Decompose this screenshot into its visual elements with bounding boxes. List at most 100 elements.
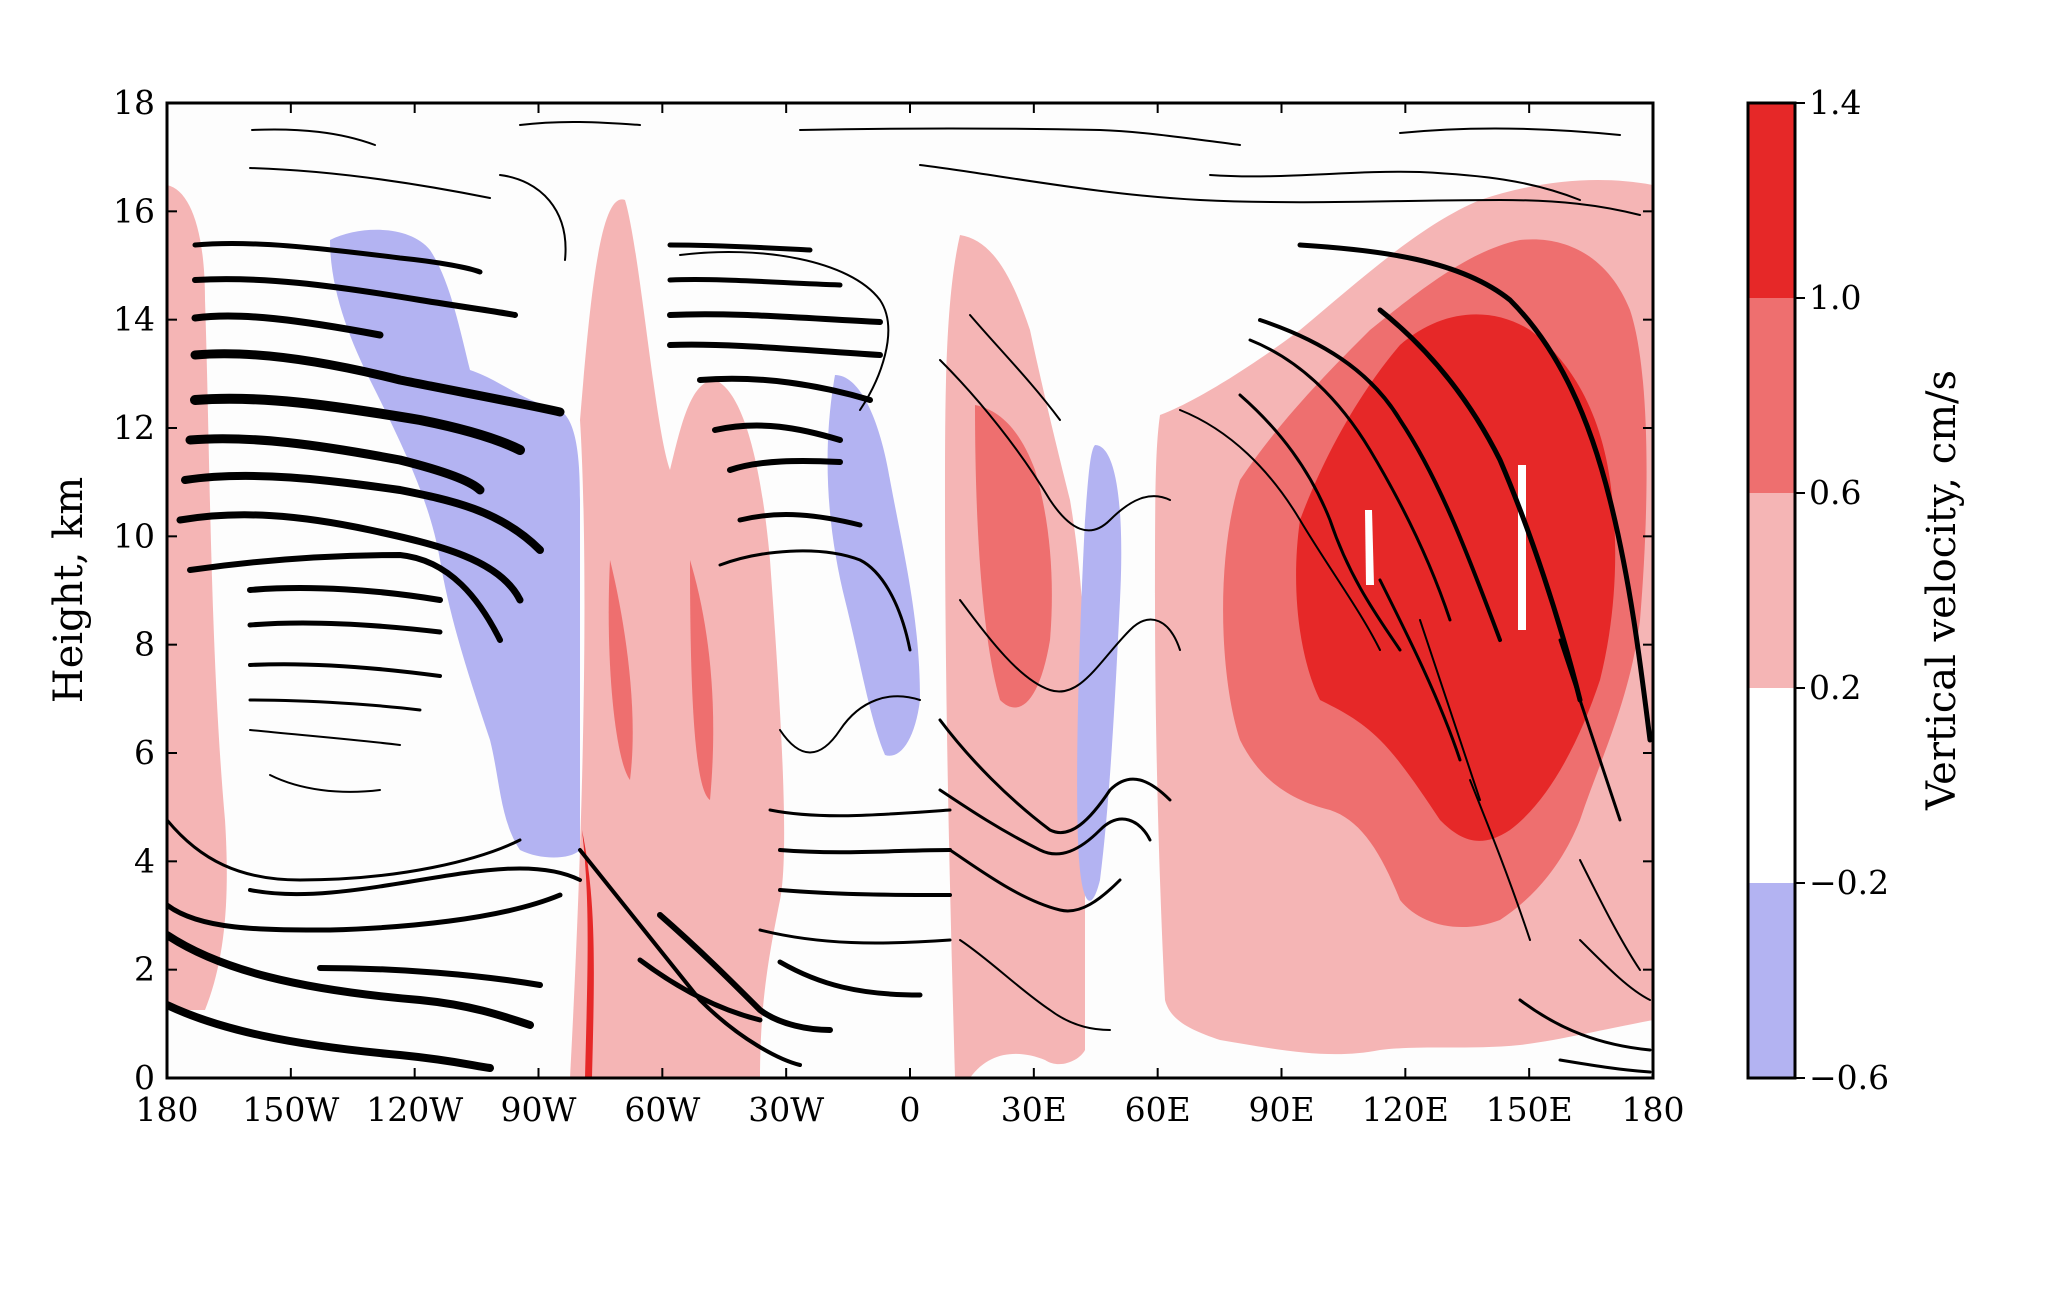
- colorbar-tick-label: 0.2: [1809, 668, 1861, 707]
- contour-hole: [1518, 465, 1526, 630]
- streamline: [657, 912, 833, 1033]
- colorbar-ticks: −0.6 −0.2 0.2 0.6 1.0 1.4: [1795, 83, 1889, 1097]
- contour-pos-mid: [608, 560, 633, 780]
- colorbar-bin-3: [1748, 493, 1795, 688]
- streamline: [1469, 779, 1531, 941]
- streamline: [768, 808, 952, 818]
- streamline: [727, 457, 843, 473]
- streamline: [1419, 619, 1481, 801]
- y-tick-label: 4: [134, 841, 155, 880]
- streamline: [718, 549, 912, 652]
- streamline: [919, 164, 1641, 216]
- streamline: [969, 314, 1061, 421]
- streamline: [1378, 578, 1462, 762]
- streamline: [187, 552, 503, 643]
- y-tick-label: 8: [134, 625, 155, 664]
- streamline: [959, 939, 1111, 1031]
- wind-streamlines: [167, 120, 1653, 1074]
- streamline: [799, 127, 1241, 146]
- x-tick-label: 60W: [624, 1090, 700, 1129]
- contour-neg: [827, 375, 920, 756]
- streamline: [938, 788, 1152, 856]
- y-tick-label: 2: [134, 950, 155, 989]
- contour-neg: [330, 229, 580, 858]
- streamline: [679, 251, 890, 411]
- streamline: [1238, 393, 1402, 652]
- streamline: [1248, 338, 1452, 622]
- colorbar-frame: [1746, 101, 1797, 1080]
- colorbar-tick-label: −0.2: [1809, 863, 1889, 902]
- colorbar-bin-4: [1748, 688, 1795, 883]
- streamline: [317, 965, 543, 988]
- streamline: [248, 698, 422, 712]
- x-tick-label: 60E: [1125, 1090, 1191, 1129]
- streamline: [959, 599, 1181, 693]
- streamline: [167, 1001, 494, 1072]
- x-tick-label: 120W: [366, 1090, 463, 1129]
- y-axis-label: Height, km: [46, 477, 92, 703]
- y-tick-label: 6: [134, 733, 155, 772]
- contour-hole: [1365, 510, 1374, 585]
- colorbar-tick-label: 0.6: [1809, 473, 1861, 512]
- streamline: [697, 375, 873, 403]
- x-tick-label: 90W: [501, 1090, 577, 1129]
- y-tick-label: 10: [113, 516, 155, 555]
- streamline: [249, 167, 491, 199]
- streamline: [249, 729, 401, 746]
- streamline: [247, 585, 443, 603]
- streamline: [778, 848, 952, 855]
- y-tick-label: 18: [113, 83, 155, 122]
- streamline: [1518, 998, 1652, 1052]
- streamline: [1258, 318, 1502, 642]
- contour-pos-low: [570, 199, 785, 1078]
- contour-pos-low: [167, 185, 227, 1010]
- x-tick-label: 150W: [242, 1090, 339, 1129]
- y-tick-label: 16: [113, 191, 155, 230]
- x-tick-label: 90E: [1248, 1090, 1314, 1129]
- streamline: [247, 620, 443, 635]
- streamline: [737, 512, 863, 528]
- streamline: [777, 959, 923, 998]
- colorbar: −0.6 −0.2 0.2 0.6 1.0 1.4: [1746, 83, 1889, 1097]
- colorbar-tick-label: 1.4: [1809, 83, 1861, 122]
- vertical-velocity-contours: [167, 180, 1653, 1078]
- streamline: [938, 718, 1172, 835]
- x-tick-label: 150E: [1486, 1090, 1573, 1129]
- streamline: [248, 866, 582, 897]
- streamline: [167, 931, 534, 1029]
- x-axis: 180 150W 120W 90W 60W 30W 0 30E 60E 90E 120E 150E 18…: [136, 103, 1685, 1129]
- colorbar-tick-label: 1.0: [1809, 278, 1861, 317]
- streamline: [712, 422, 843, 443]
- streamline: [758, 928, 952, 945]
- y-tick-label: 12: [113, 408, 155, 447]
- streamline: [167, 892, 563, 933]
- streamline: [1579, 859, 1641, 971]
- colorbar-bin-1: [1748, 103, 1795, 298]
- streamline: [667, 311, 883, 325]
- streamline: [1558, 638, 1622, 822]
- streamline: [578, 848, 802, 1067]
- streamline: [1399, 127, 1621, 136]
- streamline: [519, 120, 641, 126]
- streamline: [1297, 242, 1653, 743]
- colorbar-tick-label: −0.6: [1809, 1058, 1889, 1097]
- streamline: [176, 511, 524, 604]
- y-axis: 0 2 4 6 8 10 12 14 16 18: [113, 83, 1653, 1097]
- streamline: [248, 662, 442, 678]
- streamline: [948, 848, 1122, 913]
- streamline: [1209, 170, 1581, 201]
- x-tick-label: 180: [1622, 1090, 1685, 1129]
- streamline: [191, 312, 384, 339]
- x-tick-label: 30W: [748, 1090, 824, 1129]
- streamline: [667, 341, 883, 358]
- colorbar-label: Vertical velocity, cm/s: [1919, 370, 1965, 811]
- streamline: [667, 277, 843, 288]
- streamline: [1377, 307, 1583, 703]
- contour-pos-high: [1296, 314, 1616, 841]
- streamline: [190, 349, 565, 417]
- streamline: [1579, 939, 1651, 1001]
- contour-pos-mid: [975, 405, 1052, 708]
- streamline: [939, 359, 1171, 532]
- y-tick-label: 0: [134, 1058, 155, 1097]
